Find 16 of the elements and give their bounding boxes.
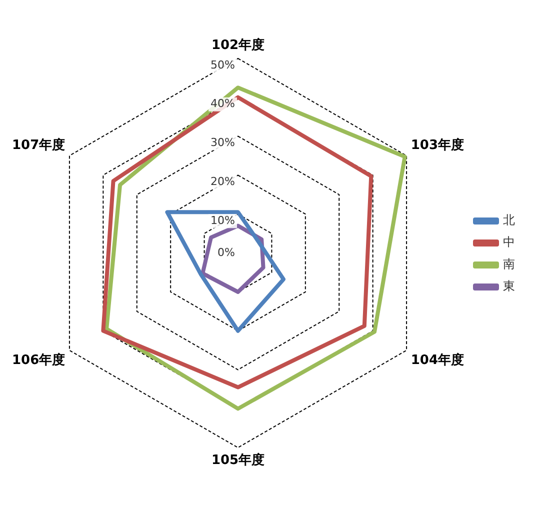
y-tick-label: 10%	[210, 214, 235, 227]
y-tick-label: 50%	[210, 58, 235, 72]
spoke-label: 106年度	[12, 352, 66, 368]
y-tick-label: 20%	[210, 175, 235, 188]
spoke-label: 103年度	[410, 136, 464, 153]
legend-label: 北	[503, 213, 515, 228]
spoke-label: 105年度	[211, 452, 265, 468]
legend-label: 東	[503, 279, 515, 294]
y-tick-label: 40%	[210, 97, 235, 110]
spoke-label: 104年度	[410, 352, 464, 368]
spoke-label: 107年度	[12, 136, 66, 153]
spoke-label: 102年度	[211, 36, 265, 53]
y-tick-label: 0%	[218, 246, 235, 259]
y-tick-label: 30%	[210, 136, 235, 150]
legend-label: 南	[503, 257, 515, 272]
legend-label: 中	[503, 235, 515, 250]
